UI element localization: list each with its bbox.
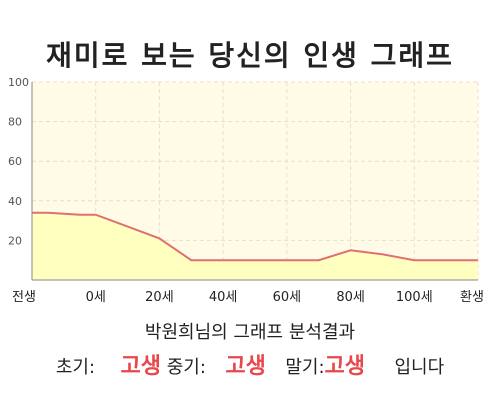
x-tick-label: 80세 — [336, 290, 365, 305]
y-tick-label: 20 — [8, 234, 22, 247]
x-tick-label: 20세 — [145, 290, 174, 305]
analysis-subtitle: 박원희님의 그래프 분석결과 — [144, 322, 356, 343]
series-area — [32, 212, 478, 280]
grid-lines — [31, 81, 479, 280]
x-tick-label: 60세 — [273, 290, 302, 305]
x-tick-label: 환생 — [460, 290, 484, 305]
x-tick-label: 0세 — [86, 290, 106, 305]
y-tick-labels: 20 40 60 80 100 — [8, 76, 29, 247]
x-tick-label: 100세 — [396, 290, 433, 305]
x-tick-label: 40세 — [209, 290, 238, 305]
y-tick-label: 40 — [8, 195, 22, 208]
late-value: 고생 — [324, 354, 365, 379]
y-tick-label: 60 — [8, 155, 22, 168]
early-value: 고생 — [120, 354, 161, 379]
early-label: 초기: — [55, 357, 96, 378]
chart-title: 재미로 보는 당신의 인생 그래프 — [46, 39, 454, 72]
late-label: 말기: — [285, 357, 325, 378]
y-tick-label: 80 — [8, 116, 22, 129]
ending-text: 입니다 — [394, 357, 445, 378]
mid-value: 고생 — [225, 354, 266, 379]
y-tick-label: 100 — [8, 76, 29, 89]
mid-label: 중기: — [166, 357, 206, 378]
x-tick-label: 전생 — [12, 290, 36, 305]
series-line — [32, 211, 478, 262]
x-tick-labels: 전생 0세 20세 40세 60세 80세 100세 환생 — [12, 290, 484, 305]
analysis-result: 초기: 고생 중기: 고생 말기:고생 입니다 — [0, 348, 500, 380]
